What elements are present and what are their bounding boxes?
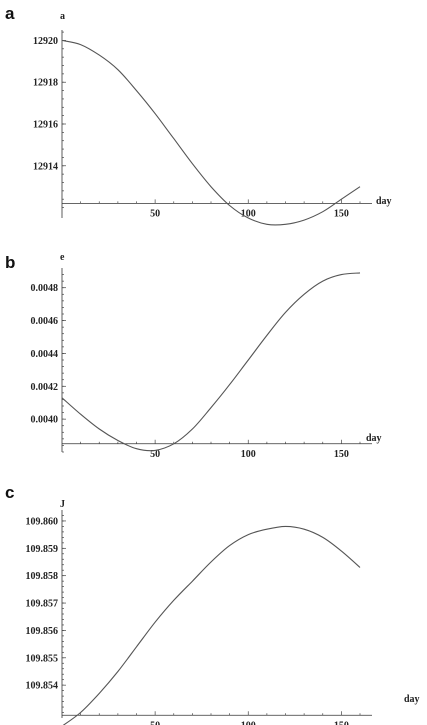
panel-a: a a day 12914 12916 12918 12920 50 100 150 [5,4,392,226]
panel-letter-a: a [5,4,15,23]
y-tick-label-c: 109.854 [26,681,59,692]
panel-letter-c: c [5,483,14,502]
y-tick-label-a: 12918 [33,78,58,89]
x-tick-label-b: 50 [150,449,160,460]
series-line-b [61,272,361,452]
y-tick-label-c: 109.860 [26,516,59,527]
x-tick-label-a: 100 [241,208,256,219]
x-tick-label-b: 100 [241,449,256,460]
y-tick-label-b: 0.0042 [31,382,59,393]
y-tick-label-a: 12916 [33,120,58,131]
y-tick-label-b: 0.0046 [31,316,59,327]
y-tick-label-c: 109.856 [26,626,59,637]
y-tick-label-c: 109.859 [26,544,59,555]
x-axis-label-c: day [404,694,420,705]
series-line-c [62,525,361,725]
x-tick-label-a: 150 [334,208,349,219]
x-tick-label-c: 150 [334,720,349,725]
x-tick-label-a: 50 [150,208,160,219]
y-tick-label-c: 109.857 [26,599,59,610]
y-axis-label-a: a [60,11,65,22]
y-tick-label-c: 109.858 [26,571,59,582]
y-tick-label-b: 0.0048 [31,283,59,294]
x-axis-label-a: day [376,196,392,207]
y-axis-label-c: J [60,499,65,510]
x-tick-label-c: 50 [150,720,160,725]
y-tick-label-a: 12914 [33,161,58,172]
series-line-a [61,39,361,226]
panel-b: b e day 0.0040 0.0042 0.0044 0.0046 0.0048 50… [5,252,382,460]
y-tick-label-a: 12920 [33,36,58,47]
x-tick-label-b: 150 [334,449,349,460]
y-tick-label-b: 0.0040 [31,415,59,426]
y-axis-label-b: e [60,252,65,263]
x-tick-label-c: 100 [241,720,256,725]
x-axis-label-b: day [366,433,382,444]
panel-letter-b: b [5,253,15,272]
y-tick-label-b: 0.0044 [31,349,59,360]
y-tick-label-c: 109.855 [26,653,59,664]
panel-c: c J day 109.854 109.855 109.856 109.857 109.… [5,483,420,725]
